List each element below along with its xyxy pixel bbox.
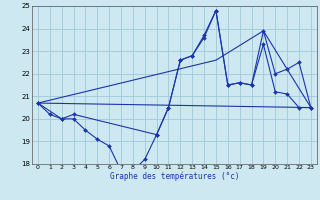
X-axis label: Graphe des températures (°c): Graphe des températures (°c) [110, 171, 239, 181]
